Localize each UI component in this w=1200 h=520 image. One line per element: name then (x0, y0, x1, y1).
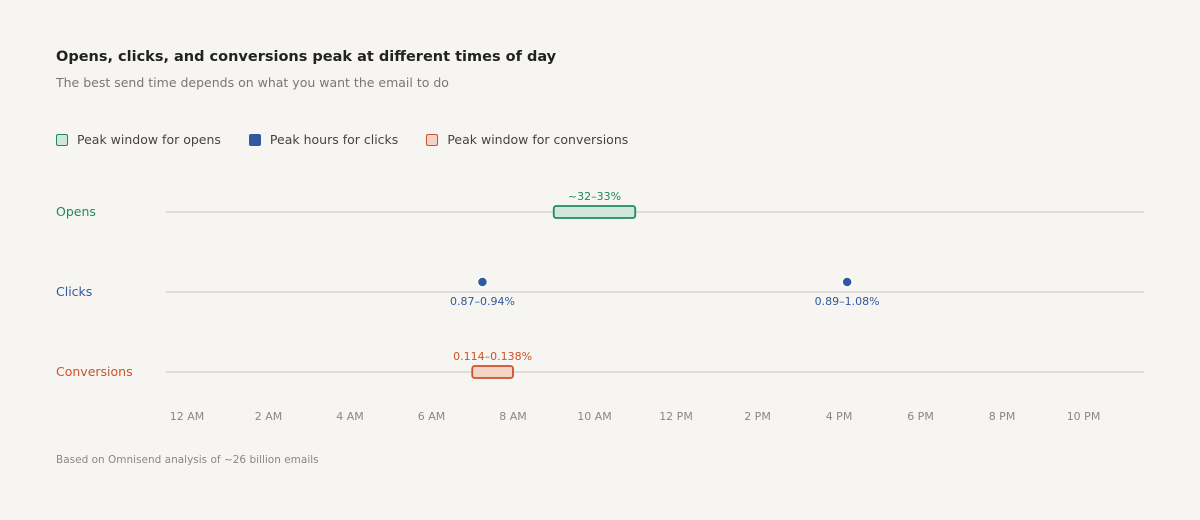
peak-window-label-opens-0: ~32–33% (568, 190, 621, 203)
legend-label-opens: Peak window for opens (77, 132, 221, 147)
legend-label-conversions: Peak window for conversions (447, 132, 629, 147)
legend-swatch-conversions (426, 133, 439, 146)
x-tick-label-0: 12 AM (170, 410, 205, 423)
x-tick-label-9: 6 PM (907, 410, 934, 423)
footnote: Based on Omnisend analysis of ~26 billio… (56, 454, 319, 466)
peak-window-label-conv-0: 0.114–0.138% (453, 350, 532, 363)
x-tick-label-4: 8 AM (499, 410, 527, 423)
peak-window-conv-0 (471, 365, 514, 379)
x-tick-label-1: 2 AM (255, 410, 283, 423)
legend-item-conversions: Peak window for conversions (426, 132, 628, 147)
row-label-opens: Opens (56, 204, 96, 219)
x-tick-label-6: 12 PM (659, 410, 693, 423)
peak-point-clicks-0 (476, 276, 489, 288)
x-tick-label-5: 10 AM (577, 410, 612, 423)
legend-item-opens: Peak window for opens (56, 132, 221, 147)
peak-window-opens-0 (552, 205, 637, 219)
chart-subtitle: The best send time depends on what you w… (56, 75, 449, 90)
peak-point-clicks-1 (841, 276, 853, 288)
peak-point-label-clicks-1: 0.89–1.08% (815, 295, 880, 308)
legend-label-clicks: Peak hours for clicks (269, 132, 399, 147)
x-tick-label-2: 4 AM (336, 410, 364, 423)
legend: Peak window for opens Peak hours for cli… (56, 132, 656, 147)
legend-item-clicks: Peak hours for clicks (248, 132, 399, 147)
legend-swatch-clicks (248, 133, 261, 146)
legend-swatch-opens (56, 133, 68, 146)
x-tick-label-3: 6 AM (418, 410, 446, 423)
x-tick-label-10: 8 PM (989, 410, 1016, 423)
x-tick-label-8: 4 PM (826, 410, 853, 423)
timeline-chart: Opens ~32–33% Clicks 0.87–0.94% 0.89–1.08% Co… (56, 190, 1144, 423)
chart-title: Opens, clicks, and conversions peak at d… (56, 49, 557, 65)
x-tick-label-7: 2 PM (744, 410, 771, 423)
peak-point-label-clicks-0: 0.87–0.94% (450, 295, 515, 308)
row-label-clicks: Clicks (56, 284, 92, 299)
x-tick-label-11: 10 PM (1067, 410, 1101, 423)
row-label-conv: Conversions (56, 364, 133, 379)
